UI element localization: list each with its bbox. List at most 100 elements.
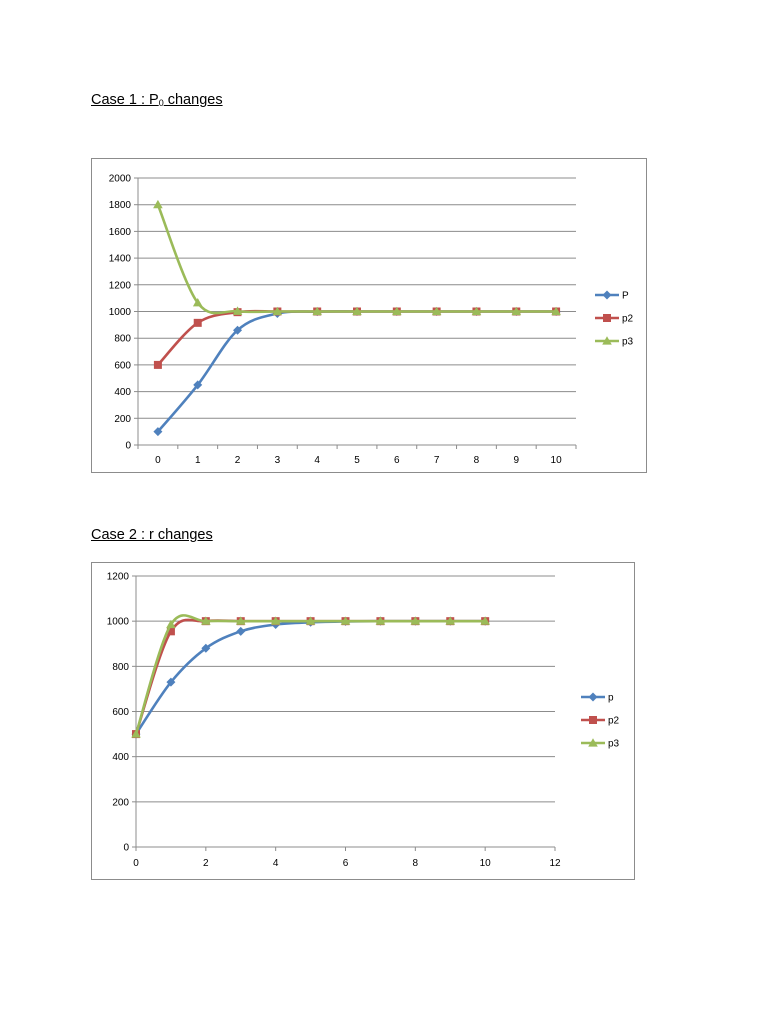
case-2-data-point-p3 <box>235 616 246 625</box>
case-2-x-tick-label: 4 <box>273 858 279 869</box>
case-1-data-point-p3 <box>392 306 402 316</box>
case-1-y-tick-label: 200 <box>114 414 131 425</box>
case-1-x-tick-label: 2 <box>235 455 241 466</box>
case-1-legend-label: p2 <box>622 314 634 325</box>
case-2-data-point-p3 <box>410 616 421 625</box>
case-2-series-line-p2 <box>134 618 487 736</box>
case-1-data-point-p3 <box>272 306 283 316</box>
case-1-y-tick-label: 800 <box>114 334 131 345</box>
case-1-heading: Case 1 : P0 changes <box>91 92 223 108</box>
case-2-legend-label: p <box>608 693 614 704</box>
case-2-gridlines <box>132 575 555 848</box>
case-1-data-point-p3 <box>312 306 322 316</box>
case-1-data-point-p3 <box>352 306 362 316</box>
case-1-y-tick-label: 2000 <box>109 174 132 185</box>
case-1-data-point-p3 <box>192 298 203 307</box>
case-1-data-point-p3 <box>551 306 561 316</box>
case-2-data-point-p3 <box>445 616 456 625</box>
case-2-legend-label: p2 <box>608 716 620 727</box>
case-1-y-tick-label: 1400 <box>109 254 132 265</box>
case-2-data-point-p <box>166 677 176 687</box>
case-1-series-line-p3 <box>156 203 558 315</box>
case-2-series-line-p <box>134 619 487 736</box>
case-2-legend-marker <box>588 692 598 702</box>
case-1-x-tick-label: 4 <box>314 455 320 466</box>
case-1-legend: Pp2 p3 <box>595 290 634 348</box>
case-2-series-line-p3 <box>134 614 487 736</box>
case-2-x-tick-label: 12 <box>549 858 561 869</box>
case-1-series-line-P <box>156 310 558 433</box>
case-1-heading-suffix: changes <box>163 92 223 108</box>
case-2-legend-marker <box>589 716 597 724</box>
case-2-x-tick-label: 8 <box>413 858 419 869</box>
case-1-x-tick-label: 6 <box>394 455 400 466</box>
case-2-data-point-p3 <box>166 619 176 629</box>
case-2-x-tick-label: 0 <box>133 858 139 869</box>
case-2-data-point-p <box>236 626 246 636</box>
case-1-legend-item-p3: p3 <box>595 336 634 348</box>
case-1-data-point-P <box>233 325 243 335</box>
case-1-x-tick-label: 3 <box>275 455 281 466</box>
case-1-y-tick-label: 600 <box>114 360 131 371</box>
case-2-data-point-p3 <box>201 616 211 625</box>
case-2-x-tick-label: 6 <box>343 858 349 869</box>
case-2-y-tick-label: 1200 <box>107 572 130 583</box>
case-2-series-p <box>131 616 490 739</box>
case-1-y-tick-label: 1600 <box>109 227 132 238</box>
case-1-data-point-p3 <box>232 306 243 315</box>
case-1-y-tick-label: 1000 <box>109 307 132 318</box>
case-1-chart: 0 200 400 600 800 1000 1200 1400 1600 1800 2000 0 1 2… <box>91 158 647 473</box>
case-2-series-p3 <box>131 614 490 738</box>
case-1-data-point-p3 <box>471 306 482 316</box>
case-2-data-point-p3 <box>375 616 386 625</box>
case-2-y-tick-label: 0 <box>123 843 129 854</box>
case-2-chart: 0 200 400 600 800 1000 1200 0 2 4 6 8 10 12 p p2 p3 <box>91 562 635 880</box>
case-1-data-point-p3 <box>511 306 522 316</box>
case-2-x-tick-label: 2 <box>203 858 209 869</box>
case-1-y-tick-label: 0 <box>125 441 131 452</box>
case-2-legend: p p2 p3 <box>581 692 620 750</box>
case-1-x-tick-label: 8 <box>474 455 480 466</box>
case-2-data-point-p2 <box>166 627 175 636</box>
case-1-data-point-P <box>193 380 203 390</box>
case-1-legend-item-p2: p2 <box>595 314 634 325</box>
case-1-x-tick-label: 1 <box>195 455 201 466</box>
case-1-data-point-p2 <box>193 318 202 327</box>
case-2-legend-item-p3: p3 <box>581 738 620 750</box>
case-1-y-tick-label: 1200 <box>109 280 132 291</box>
case-1-x-tick-label: 10 <box>551 455 563 466</box>
case-2-chart-svg: 0 200 400 600 800 1000 1200 0 2 4 6 8 10 12 p p2 p3 <box>107 572 620 870</box>
case-2-x-tick-label: 10 <box>480 858 492 869</box>
case-1-y-tick-label: 1800 <box>109 200 132 211</box>
case-1-legend-label: p3 <box>622 337 634 348</box>
case-1-series-p3 <box>153 199 561 316</box>
case-2-y-tick-label: 200 <box>112 797 129 808</box>
case-1-legend-marker <box>603 314 611 322</box>
case-2-data-point-p3 <box>131 729 141 738</box>
case-1-y-tick-label: 400 <box>114 387 131 398</box>
case-2-data-point-p3 <box>270 616 281 625</box>
case-2-legend-label: p3 <box>608 739 620 750</box>
case-1-data-point-p3 <box>153 199 163 209</box>
case-1-x-tick-label: 5 <box>354 455 360 466</box>
case-2-y-tick-label: 1000 <box>107 617 130 628</box>
case-2-y-tick-label: 400 <box>112 752 129 763</box>
case-1-x-tick-label: 7 <box>434 455 440 466</box>
case-1-heading-prefix: Case 1 : P <box>91 92 159 108</box>
case-2-legend-item-p: p <box>581 692 614 704</box>
case-1-x-tick-label: 9 <box>513 455 519 466</box>
case-1-legend-marker <box>602 336 612 345</box>
case-2-legend-item-p2: p2 <box>581 716 620 727</box>
case-2-data-point-p3 <box>480 616 490 625</box>
case-2-heading: Case 2 : r changes <box>91 527 213 543</box>
case-1-series-P <box>153 307 561 437</box>
case-2-data-point-p3 <box>340 616 351 625</box>
case-1-data-point-p2 <box>153 360 162 369</box>
case-1-legend-label: P <box>622 291 629 302</box>
case-2-data-point-p3 <box>305 616 316 625</box>
case-1-heading-subscript: 0 <box>158 98 164 108</box>
case-2-series-p2 <box>132 617 490 739</box>
case-2-y-tick-label: 800 <box>112 662 129 673</box>
case-2-y-tick-label: 600 <box>112 707 129 718</box>
case-1-legend-marker <box>602 290 612 300</box>
